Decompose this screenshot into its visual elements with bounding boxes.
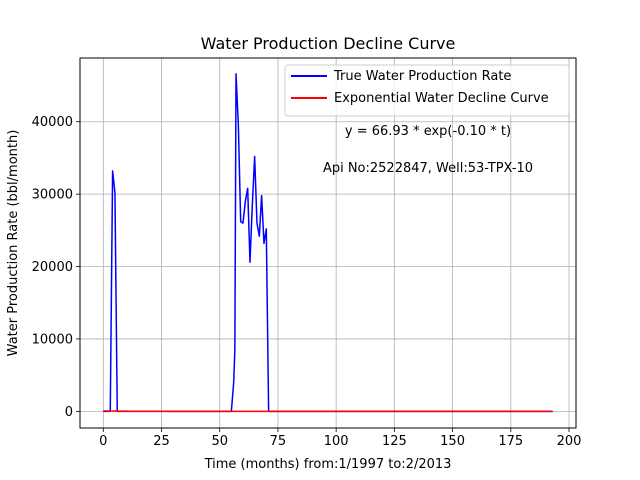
legend-box xyxy=(284,64,570,117)
x-tick-label: 125 xyxy=(382,434,407,449)
x-tick-label: 200 xyxy=(557,434,582,449)
x-tick-label: 175 xyxy=(498,434,523,449)
legend-label-true-rate: True Water Production Rate xyxy=(333,69,511,84)
x-axis-label: Time (months) from:1/1997 to:2/2013 xyxy=(204,457,452,472)
x-tick-label: 100 xyxy=(324,434,349,449)
plot-frame xyxy=(79,57,577,429)
x-tick-label: 25 xyxy=(153,434,170,449)
y-tick-label: 0 xyxy=(65,405,73,420)
y-tick-label: 40000 xyxy=(32,115,73,130)
x-tick-label: 150 xyxy=(440,434,465,449)
y-tick-label: 30000 xyxy=(32,188,73,203)
equation-annotation: y = 66.93 * exp(-0.10 * t) xyxy=(345,124,511,139)
y-tick-label: 20000 xyxy=(32,260,73,275)
axis-ticks: 0 25 50 75 100 125 150 175 200 0 10000 20000 30000 40… xyxy=(32,115,582,449)
chart-title: Water Production Decline Curve xyxy=(201,34,456,53)
x-tick-label: 50 xyxy=(211,434,228,449)
x-tick-label: 0 xyxy=(99,434,107,449)
series-layer xyxy=(103,73,553,413)
y-axis-label: Water Production Rate (bbl/month) xyxy=(6,130,21,357)
well-annotation: Api No:2522847, Well:53-TPX-10 xyxy=(323,161,533,176)
legend-label-decline-curve: Exponential Water Decline Curve xyxy=(334,91,549,106)
legend: True Water Production Rate Exponential W… xyxy=(284,64,570,117)
x-tick-label: 75 xyxy=(270,434,287,449)
y-tick-label: 10000 xyxy=(32,332,73,347)
